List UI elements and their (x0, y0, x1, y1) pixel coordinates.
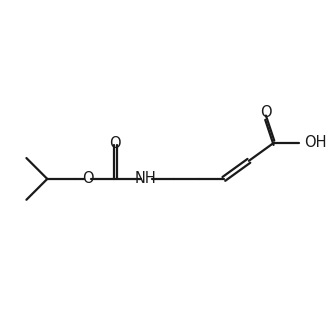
Text: NH: NH (135, 171, 157, 186)
Text: O: O (110, 136, 121, 151)
Text: O: O (82, 171, 93, 186)
Text: OH: OH (304, 135, 326, 150)
Text: O: O (260, 105, 271, 120)
